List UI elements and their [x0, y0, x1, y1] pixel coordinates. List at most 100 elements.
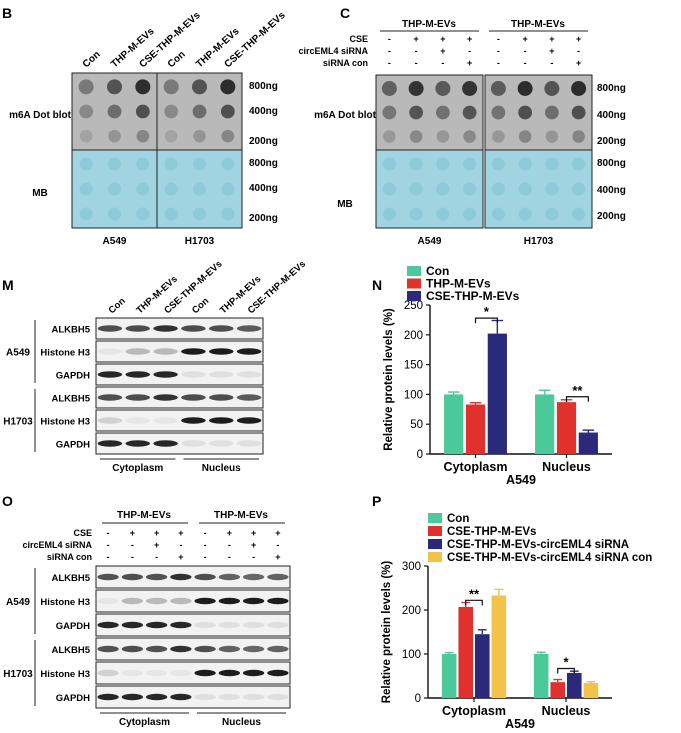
- protein-band: [170, 693, 192, 701]
- condition-sign: -: [524, 46, 527, 56]
- panel-letter-b: B: [2, 5, 12, 21]
- mb-dot: [518, 157, 532, 171]
- blot-strip: [95, 432, 264, 455]
- m6a-dot: [192, 79, 207, 95]
- protein-band: [209, 348, 234, 355]
- y-tick-label: 0: [417, 449, 423, 461]
- mb-dot: [164, 157, 178, 171]
- protein-label: GAPDH: [56, 621, 90, 632]
- protein-band: [242, 573, 265, 581]
- mb-dot: [164, 182, 178, 196]
- bar: [487, 333, 507, 454]
- dot-amount-label: 200ng: [249, 136, 278, 147]
- fraction-label: Nucleus: [202, 463, 241, 474]
- protein-band: [218, 573, 241, 581]
- mb-dot: [463, 182, 477, 196]
- m6a-dot: [78, 79, 94, 95]
- legend-swatch: [428, 539, 442, 549]
- protein-band: [145, 645, 168, 653]
- protein-band: [242, 693, 265, 701]
- m6a-dot: [164, 129, 178, 143]
- protein-band: [218, 669, 241, 677]
- mb-dot: [572, 182, 586, 196]
- protein-band: [242, 669, 265, 677]
- mb-dot: [136, 182, 150, 196]
- mb-dot: [463, 207, 477, 221]
- protein-band: [194, 597, 216, 605]
- protein-band: [125, 371, 150, 378]
- protein-band: [218, 621, 241, 629]
- protein-band: [153, 371, 178, 378]
- dot-amount-label: 800ng: [249, 81, 278, 92]
- protein-band: [97, 348, 123, 355]
- dot-amount-label: 800ng: [597, 83, 626, 94]
- cell-line-label: H1703: [3, 417, 33, 428]
- protein-band: [97, 440, 123, 447]
- m6a-dot: [571, 81, 587, 96]
- condition-sign: -: [497, 34, 500, 44]
- condition-sign: +: [522, 34, 527, 44]
- lane-label: Con: [107, 296, 128, 317]
- protein-band: [218, 597, 241, 605]
- protein-band: [145, 669, 168, 677]
- y-tick-label: 100: [404, 389, 423, 401]
- legend-swatch: [407, 278, 421, 289]
- protein-band: [236, 417, 262, 424]
- protein-label: ALKBH5: [51, 394, 90, 405]
- bar: [533, 654, 549, 698]
- condition-sign: -: [388, 46, 391, 56]
- condition-sign: +: [154, 540, 159, 550]
- m6a-dot: [409, 105, 424, 120]
- mb-dot: [108, 182, 121, 196]
- protein-band: [194, 693, 216, 701]
- m6a-dot: [491, 105, 506, 120]
- x-axis-label: A549: [505, 717, 535, 731]
- condition-sign: +: [576, 58, 581, 68]
- protein-band: [194, 621, 216, 629]
- dot-amount-label: 400ng: [249, 106, 278, 117]
- condition-sign: -: [107, 528, 110, 538]
- m6a-dot: [572, 130, 585, 143]
- mb-dot: [136, 207, 150, 221]
- condition-label: circEML4 siRNA: [298, 46, 368, 56]
- mb-dot: [491, 207, 505, 221]
- protein-band: [145, 573, 168, 581]
- condition-sign: -: [155, 552, 158, 562]
- protein-band: [181, 348, 206, 355]
- y-tick-label: 100: [402, 649, 421, 661]
- blot-strip: [95, 589, 291, 613]
- fraction-label: Nucleus: [222, 717, 261, 728]
- mb-dot: [436, 207, 450, 221]
- protein-band: [218, 645, 241, 653]
- mb-dot: [164, 207, 178, 221]
- cell-line-label: A549: [103, 236, 127, 247]
- mb-dot: [518, 207, 532, 221]
- protein-band: [125, 417, 150, 424]
- condition-sign: -: [107, 540, 110, 550]
- blot-strip: [95, 637, 291, 661]
- cell-line-label: A549: [6, 348, 30, 359]
- x-tick-label: Cytoplasm: [444, 460, 508, 474]
- significance-label: **: [572, 383, 583, 398]
- mb-amount-label: 400ng: [249, 183, 278, 194]
- m6a-dot: [544, 105, 559, 120]
- protein-label: ALKBH5: [51, 325, 90, 336]
- mb-dot: [108, 157, 121, 171]
- protein-label: Histone H3: [40, 597, 90, 608]
- blot-strip: [95, 661, 291, 685]
- bar: [474, 634, 490, 698]
- condition-sign: -: [388, 58, 391, 68]
- condition-label: siRNA con: [323, 58, 368, 68]
- protein-band: [97, 645, 119, 653]
- y-axis-label: Relative protein levels (%): [383, 308, 395, 451]
- m6a-dot: [435, 81, 451, 96]
- y-tick-label: 50: [410, 419, 423, 431]
- protein-band: [170, 573, 192, 581]
- m6a-dot: [517, 81, 533, 96]
- cell-line-label: H1703: [3, 669, 33, 680]
- cell-line-label: H1703: [185, 236, 215, 247]
- group-label: THP-M-EVs: [117, 510, 171, 521]
- protein-band: [209, 394, 234, 401]
- m6a-dot: [107, 79, 122, 95]
- condition-sign: +: [178, 552, 183, 562]
